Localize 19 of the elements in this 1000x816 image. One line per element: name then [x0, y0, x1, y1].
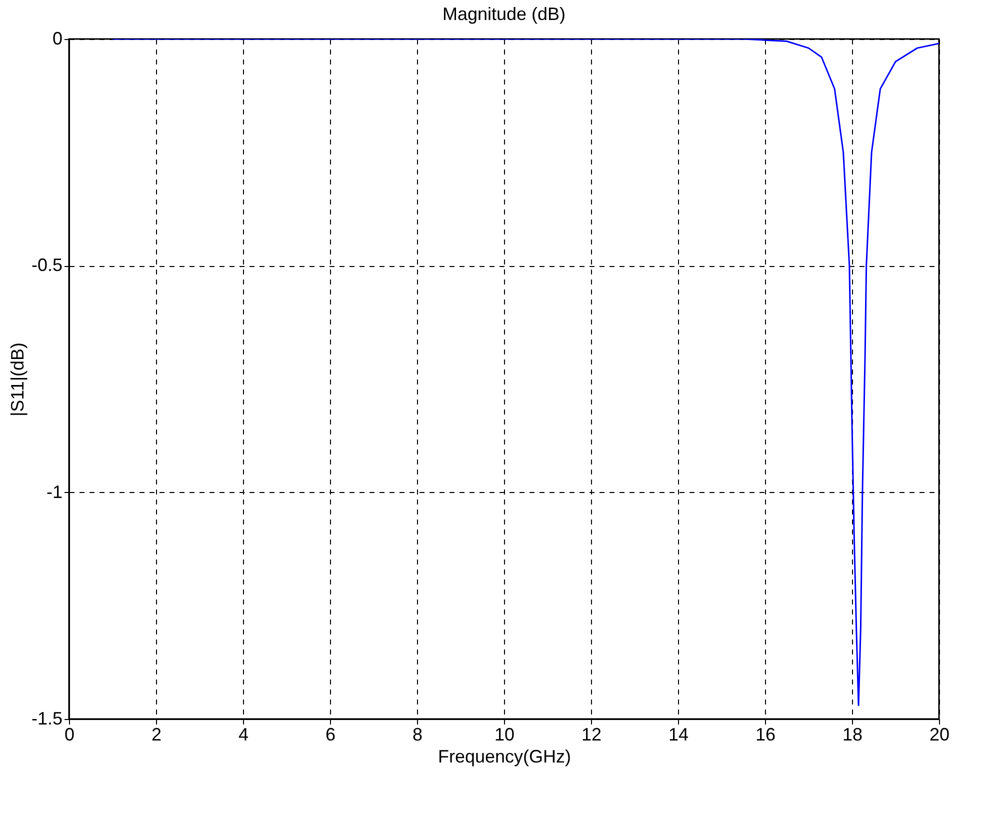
- x-tick-label: 6: [325, 724, 336, 744]
- x-tick-label: 8: [412, 724, 423, 744]
- chart-title: Magnitude (dB): [442, 4, 566, 24]
- x-tick-label: 10: [494, 724, 515, 744]
- x-tick-label: 0: [64, 724, 75, 744]
- line-series: [112, 39, 939, 706]
- x-axis-title: Frequency(GHz): [438, 746, 572, 766]
- y-tick-label: -1: [46, 482, 62, 502]
- x-tick-label: 16: [755, 724, 776, 744]
- y-tick-label: -1.5: [31, 708, 62, 728]
- x-tick-label: 12: [581, 724, 602, 744]
- x-tick-label: 4: [238, 724, 249, 744]
- x-tick-label: 18: [842, 724, 863, 744]
- y-tick-label: -0.5: [31, 255, 62, 276]
- x-tick-label: 14: [668, 724, 689, 744]
- x-tick-label: 20: [929, 724, 950, 744]
- y-tick-label: 0: [52, 28, 62, 48]
- x-tick-label: 2: [151, 724, 162, 744]
- y-axis-title: |S11|(dB): [7, 342, 28, 417]
